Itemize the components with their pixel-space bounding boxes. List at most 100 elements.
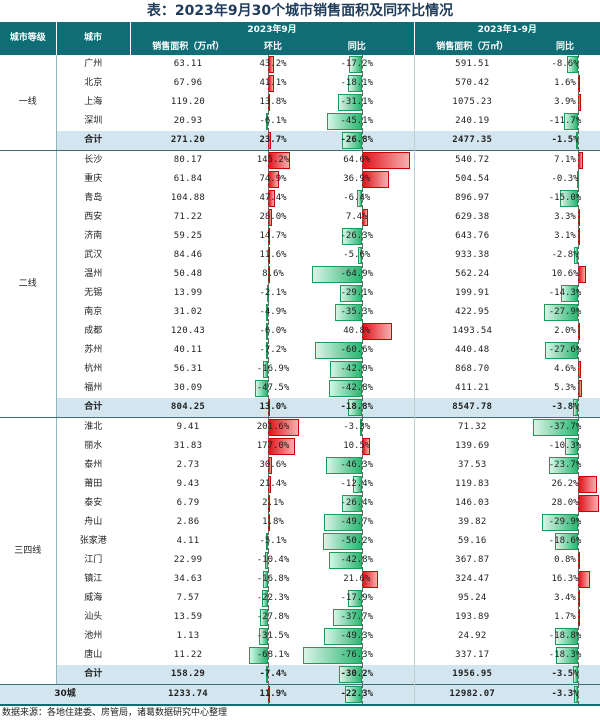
grand-total-ytd-sales-area: 12982.07 (413, 684, 531, 706)
zero-line (267, 341, 269, 360)
sales-area: 31.02 (173, 307, 203, 317)
zero-line (577, 55, 579, 74)
sales-area: 2.73 (176, 460, 200, 470)
zero-line (267, 418, 269, 437)
city-name: 泰安 (84, 498, 103, 508)
sales-area: 6.79 (176, 498, 200, 508)
zero-line (362, 131, 364, 150)
mom-value: -47.5% (256, 383, 290, 393)
zero-line (267, 589, 269, 608)
yoy-value: -17.9% (340, 593, 374, 603)
footnote: 数据来源：各地住建委、房管局，诸葛数据研究中心整理 (2, 708, 228, 718)
city-name: 福州 (84, 383, 103, 393)
zero-line (577, 665, 579, 684)
negative-bar (555, 647, 578, 664)
zero-line (577, 685, 579, 704)
mom-value: -27.8% (256, 612, 290, 622)
table-row: 成都 120.43 -6.0% 40.8% 1493.54 2.0% (0, 322, 600, 341)
zero-line (362, 322, 364, 341)
header-city: 城市 (55, 22, 130, 55)
zero-line (362, 284, 364, 303)
zero-line (267, 437, 269, 456)
table-row: 深圳 20.93 -6.1% -45.1% 240.19 -11.7% (0, 112, 600, 131)
tier-label: 一线 (0, 55, 57, 151)
ytd_yoy-value: -11.7% (548, 116, 582, 126)
zero-line (267, 494, 269, 513)
zero-line (267, 570, 269, 589)
ytd-sales-area: 411.21 (413, 379, 531, 398)
ytd_yoy-value: 26.2% (551, 479, 579, 489)
negative-bar (265, 113, 268, 130)
zero-line (577, 170, 579, 189)
subtotal-ytd-sales-area: 8547.78 (413, 398, 531, 418)
negative-bar (339, 285, 363, 302)
zero-line (362, 665, 364, 684)
yoy-value: -42.0% (340, 364, 374, 374)
negative-bar (249, 647, 268, 664)
negative-bar (345, 686, 363, 703)
negative-bar (329, 361, 363, 378)
zero-line (362, 418, 364, 437)
yoy-value: 21.6% (343, 574, 371, 584)
zero-line (362, 227, 364, 246)
mom-value: 177.0% (256, 441, 290, 451)
negative-bar (357, 190, 363, 207)
zero-line (577, 189, 579, 208)
city-name: 莆田 (84, 479, 103, 489)
table-row: 上海 119.20 13.8% -31.1% 1075.23 3.9% (0, 93, 600, 112)
city-name: 长沙 (84, 155, 103, 165)
zero-line (362, 437, 364, 456)
ytd-sales-area: 868.70 (413, 360, 531, 379)
yoy-value: -49.3% (340, 631, 374, 641)
zero-line (577, 608, 579, 627)
table-row: 泰州 2.73 30.6% -46.3% 37.53 -23.7% (0, 456, 600, 475)
ytd-sales-area: 570.42 (413, 74, 531, 93)
sales-area: 4.11 (176, 536, 200, 546)
table-row: 杭州 56.31 -16.9% -42.0% 868.70 4.6% (0, 360, 600, 379)
sales-area: 80.17 (173, 155, 203, 165)
negative-bar (338, 666, 363, 683)
negative-bar (359, 419, 363, 436)
ytd_yoy-value: -2.8% (551, 250, 579, 260)
sales-area: 9.41 (176, 422, 200, 432)
city-sales-table: 城市等级 城市 2023年9月 2023年1-9月 销售面积（万㎡） 环比 同比… (0, 22, 600, 706)
header-mom: 环比 (246, 39, 300, 55)
ytd_yoy-value: -18.6% (548, 536, 582, 546)
header-yoy: 同比 (300, 39, 415, 55)
mom-value: 201.6% (256, 422, 290, 432)
zero-line (267, 685, 269, 704)
ytd-sales-area: 896.97 (413, 189, 531, 208)
grand-total-row: 30城 1233.74 11.9% -22.3% 12982.07 -3.3% (0, 684, 600, 706)
zero-line (577, 322, 579, 341)
ytd_yoy-value: 3.1% (554, 231, 576, 241)
city-name: 泰州 (84, 460, 103, 470)
zero-line (362, 93, 364, 112)
mom-value: 1.8% (262, 517, 284, 527)
header-ytd-yoy: 同比 (530, 39, 600, 55)
subtotal-label: 合计 (56, 398, 130, 418)
zero-line (362, 475, 364, 494)
zero-line (362, 341, 364, 360)
negative-bar (264, 552, 268, 569)
ytd_yoy-value: 3.9% (554, 97, 576, 107)
ytd-sales-area: 240.19 (413, 112, 531, 131)
ytd_yoy-value: -1.5% (551, 135, 579, 145)
negative-bar (265, 323, 268, 340)
ytd-sales-area: 933.38 (413, 246, 531, 265)
yoy-value: -26.8% (340, 135, 374, 145)
mom-value: 23.7% (259, 135, 287, 145)
negative-bar (565, 438, 578, 455)
zero-line (577, 398, 579, 417)
table-row: 无锡 13.99 -2.1% -29.1% 199.91 -14.3% (0, 284, 600, 303)
zero-line (267, 379, 269, 398)
negative-bar (573, 666, 578, 683)
yoy-value: -35.3% (340, 307, 374, 317)
table-row: 江门 22.99 -10.4% -42.8% 367.87 0.8% (0, 551, 600, 570)
mom-value: 11.6% (259, 250, 287, 260)
city-name: 杭州 (84, 364, 103, 374)
negative-bar (341, 495, 363, 512)
subtotal-row: 合计 271.20 23.7% -26.8% 2477.35 -1.5% (0, 131, 600, 151)
mom-value: 2.1% (262, 498, 284, 508)
ytd-sales-area: 71.32 (413, 417, 531, 437)
negative-bar (323, 533, 363, 550)
